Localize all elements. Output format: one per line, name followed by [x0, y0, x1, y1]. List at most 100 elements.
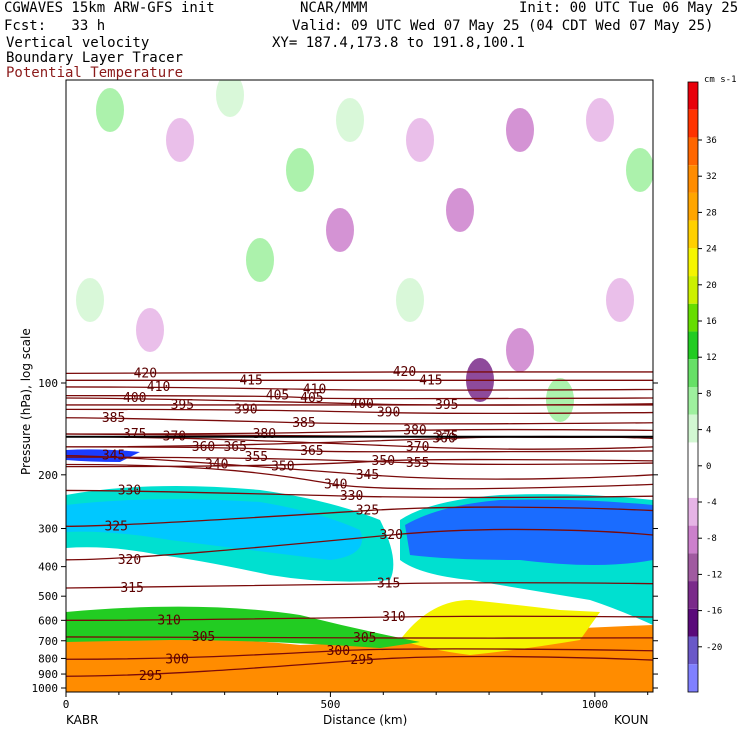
theta-label: 395 [171, 398, 194, 413]
theta-isentrope [66, 489, 653, 499]
colorbar-label: 36 [706, 136, 717, 146]
colorbar-swatch [688, 636, 698, 665]
theta-isentrope [66, 417, 653, 425]
theta-isentrope [66, 456, 653, 466]
colorbar-swatch [688, 303, 698, 332]
colorbar-swatch [688, 220, 698, 249]
colorbar-swatch [688, 414, 698, 443]
vertical-velocity-cell [546, 378, 574, 422]
colorbar-swatch [688, 497, 698, 526]
y-tick-label: 800 [38, 652, 58, 665]
theta-label: 305 [353, 631, 376, 646]
colorbar-label: -12 [706, 570, 722, 580]
y-tick-label: 200 [38, 469, 58, 482]
theta-isentrope [66, 655, 653, 677]
theta-label: 330 [340, 489, 363, 504]
theta-isentrope [66, 428, 653, 435]
colorbar-label: 24 [706, 245, 717, 255]
theta-label: 310 [382, 610, 405, 625]
theta-label: 420 [393, 365, 416, 380]
field-boundary-layer-tracer: Boundary Layer Tracer [6, 50, 184, 66]
colorbar-swatch [688, 581, 698, 609]
vertical-velocity-cell [626, 148, 653, 192]
y-tick-label: 1000 [32, 682, 59, 695]
vertical-velocity-cell [326, 208, 354, 252]
theta-label: 405 [300, 391, 323, 406]
x-endpoint-left: KABR [66, 713, 98, 727]
theta-isentrope [66, 397, 653, 406]
colorbar-units: cm s-1 [704, 75, 737, 85]
vertical-velocity-cell [96, 88, 124, 132]
theta-label: 355 [245, 450, 268, 465]
vertical-velocity-cell [136, 308, 164, 352]
theta-label: 340 [205, 457, 228, 472]
colorbar-swatch [688, 137, 698, 166]
theta-isentrope [66, 370, 653, 375]
colorbar-label: 12 [706, 353, 717, 363]
colorbar-swatch [688, 608, 698, 637]
theta-label: 415 [239, 373, 262, 388]
x-endpoint-right: KOUN [614, 713, 648, 727]
colorbar-swatch [688, 442, 698, 471]
y-tick-label: 300 [38, 523, 58, 536]
x-axis-label: Distance (km) [323, 713, 407, 727]
theta-isentrope [66, 436, 653, 450]
theta-label: 410 [147, 380, 170, 395]
vertical-velocity-cell [586, 98, 614, 142]
theta-label: 345 [102, 449, 125, 464]
theta-label: 420 [134, 366, 157, 381]
colorbar-label: 4 [706, 426, 711, 436]
y-tick-label: 600 [38, 614, 58, 627]
theta-label: 380 [403, 423, 426, 438]
theta-label: 345 [356, 468, 379, 483]
init-time: Init: 00 UTC Tue 06 May 25 [519, 0, 739, 16]
vertical-velocity-cell [406, 118, 434, 162]
colorbar-swatch [688, 109, 698, 138]
theta-label: 385 [102, 411, 125, 426]
colorbar-swatch [688, 525, 698, 554]
theta-label: 355 [406, 456, 429, 471]
theta-label: 325 [356, 504, 379, 519]
theta-label: 300 [165, 652, 188, 667]
vertical-velocity-cell [286, 148, 314, 192]
vertical-velocity-cell [506, 108, 534, 152]
x-tick-label: 1000 [582, 698, 609, 711]
theta-label: 300 [327, 644, 350, 659]
theta-label: 315 [377, 577, 400, 592]
theta-label: 365 [300, 444, 323, 459]
theta-isentrope [66, 528, 653, 561]
theta-isentrope [66, 463, 653, 490]
colorbar-label: -4 [706, 498, 717, 508]
colorbar-label: 20 [706, 281, 717, 291]
theta-label: 370 [406, 440, 429, 455]
theta-label: 400 [350, 397, 373, 412]
colorbar-label: -16 [706, 607, 722, 617]
colorbar-swatch [688, 387, 698, 415]
theta-label: 415 [419, 373, 442, 388]
theta-label: 325 [104, 519, 127, 534]
colorbar-swatch [688, 165, 698, 193]
plot-frame [65, 79, 654, 693]
bl-tracer-blue-east [405, 499, 653, 565]
theta-label: 405 [266, 389, 289, 404]
bl-tracer-mid [400, 600, 600, 655]
theta-label: 410 [303, 382, 326, 397]
bl-tracer-blue-tongue [66, 449, 140, 462]
colorbar-swatch [688, 553, 698, 582]
y-tick-label: 900 [38, 668, 58, 681]
vertical-velocity-cell [606, 278, 634, 322]
theta-label: 295 [139, 669, 162, 684]
colorbar-label: -8 [706, 534, 717, 544]
forecast-hour: Fcst: 33 h [4, 18, 106, 34]
theta-isentrope [66, 454, 653, 480]
theta-label: 330 [118, 483, 141, 498]
colorbar-label: 28 [706, 208, 717, 218]
y-tick-label: 100 [38, 377, 58, 390]
y-tick-label: 500 [38, 590, 58, 603]
colorbar-label: -20 [706, 643, 722, 653]
theta-label: 320 [379, 528, 402, 543]
colorbar-frame [687, 81, 699, 693]
theta-label: 400 [123, 391, 146, 406]
theta-isentrope [66, 458, 653, 468]
vertical-velocity-cell [506, 328, 534, 372]
